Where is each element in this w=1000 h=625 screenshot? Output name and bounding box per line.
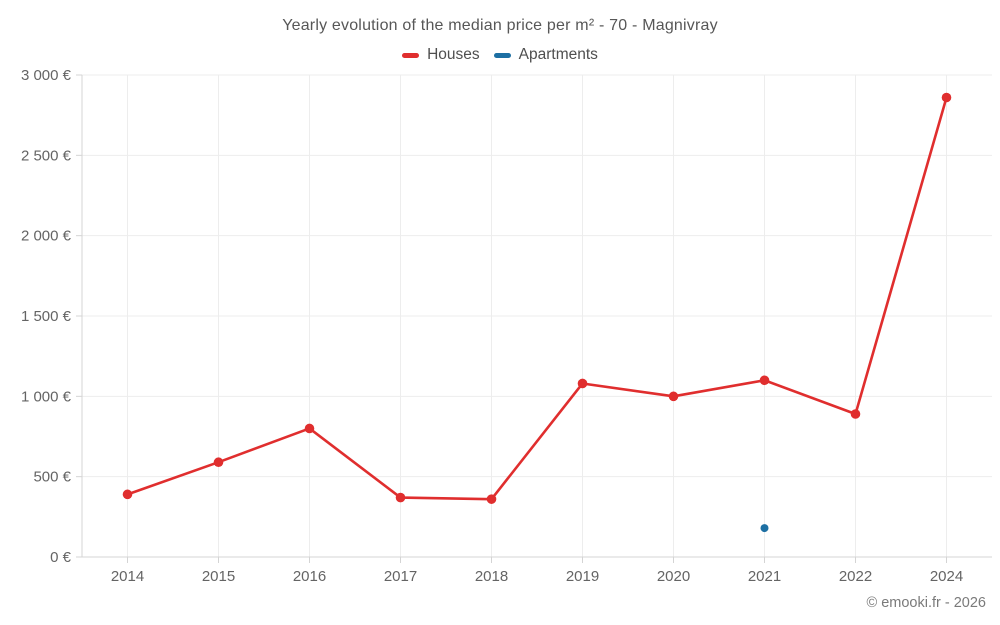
data-point-houses-2014[interactable]	[122, 489, 133, 500]
data-point-houses-2024[interactable]	[941, 92, 952, 103]
x-tick-label: 2021	[748, 568, 781, 585]
legend-item-apartments[interactable]: Apartments	[493, 46, 598, 64]
apartments-legend-swatch-icon	[493, 52, 511, 58]
x-tick-label: 2020	[657, 568, 690, 585]
legend-item-houses[interactable]: Houses	[402, 46, 480, 64]
x-tick-label: 2017	[384, 568, 417, 585]
data-point-houses-2017[interactable]	[395, 492, 406, 503]
data-point-houses-2021[interactable]	[759, 375, 770, 386]
chart-legend: Houses Apartments	[0, 46, 1000, 64]
x-tick-label: 2014	[111, 568, 144, 585]
copyright-credit: © emooki.fr - 2026	[866, 595, 986, 611]
y-tick-label: 2 500 €	[21, 147, 72, 164]
y-tick-label: 3 000 €	[21, 67, 72, 84]
houses-legend-label: Houses	[427, 46, 480, 63]
data-point-apartments-2021[interactable]	[760, 524, 769, 533]
data-point-houses-2022[interactable]	[850, 409, 861, 419]
y-tick-label: 0 €	[50, 549, 72, 566]
y-tick-label: 1 500 €	[21, 308, 72, 325]
series-line-houses	[126, 96, 948, 501]
x-tick-label: 2018	[475, 568, 508, 585]
y-tick-label: 1 000 €	[21, 388, 72, 405]
x-tick-label: 2019	[566, 568, 599, 585]
data-point-houses-2019[interactable]	[577, 378, 588, 389]
data-point-houses-2016[interactable]	[304, 423, 315, 434]
data-point-houses-2018[interactable]	[486, 494, 497, 504]
data-point-houses-2020[interactable]	[668, 391, 679, 402]
x-tick-label: 2016	[293, 568, 326, 585]
houses-legend-swatch-icon	[402, 52, 420, 58]
x-tick-label: 2015	[202, 568, 235, 585]
x-tick-label: 2024	[930, 568, 963, 585]
y-tick-label: 2 000 €	[21, 228, 72, 245]
apartments-legend-label: Apartments	[518, 46, 598, 63]
y-tick-label: 500 €	[33, 469, 71, 486]
data-point-houses-2015[interactable]	[213, 457, 224, 468]
x-tick-label: 2022	[839, 568, 872, 585]
chart-title: Yearly evolution of the median price per…	[282, 17, 718, 34]
